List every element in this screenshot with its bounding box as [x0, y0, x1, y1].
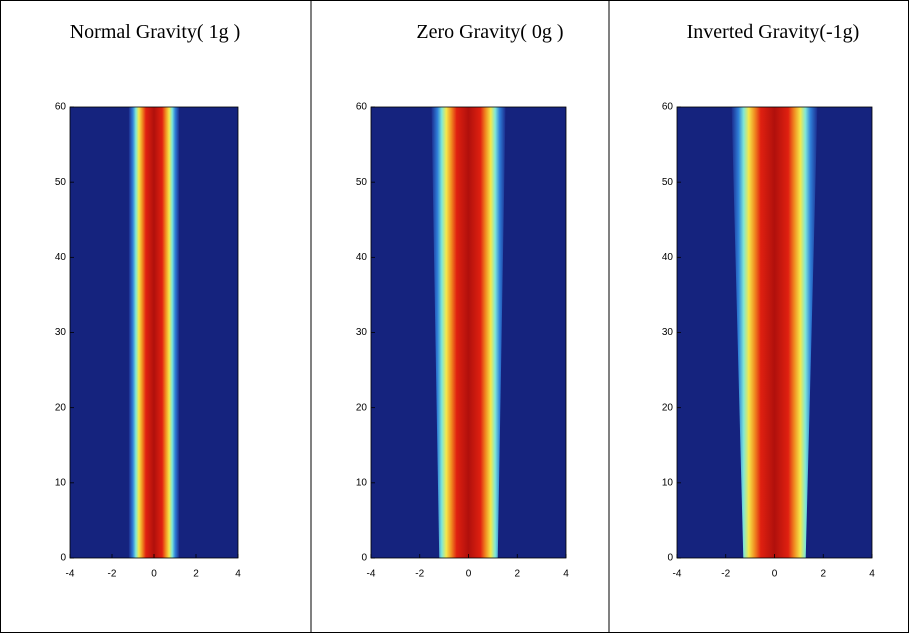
y-tick-label: 0	[667, 553, 673, 564]
jet-plume	[128, 107, 180, 558]
jet-plume	[431, 107, 506, 558]
x-tick-label: 4	[869, 569, 875, 580]
x-tick-label: 2	[193, 569, 199, 580]
y-tick-label: 20	[55, 402, 67, 413]
x-tick-label: -4	[367, 569, 376, 580]
y-tick-label: 10	[55, 477, 67, 488]
y-tick-label: 20	[662, 402, 674, 413]
x-tick-label: 4	[563, 569, 569, 580]
y-tick-label: 10	[662, 477, 674, 488]
jet-plume	[731, 107, 818, 558]
panel-title: Inverted Gravity(-1g)	[687, 21, 860, 43]
panel-title: Zero Gravity( 0g )	[416, 21, 563, 43]
y-tick-label: 10	[356, 477, 368, 488]
y-tick-label: 60	[662, 102, 674, 113]
x-tick-label: 0	[772, 569, 778, 580]
y-tick-label: 40	[55, 252, 67, 263]
x-tick-label: 2	[514, 569, 520, 580]
x-tick-label: -4	[673, 569, 682, 580]
y-tick-label: 50	[356, 177, 368, 188]
x-tick-label: -2	[721, 569, 730, 580]
x-tick-label: 0	[466, 569, 472, 580]
x-tick-label: -2	[108, 569, 117, 580]
x-tick-label: -2	[415, 569, 424, 580]
panel-title: Normal Gravity( 1g )	[70, 21, 241, 43]
y-tick-label: 20	[356, 402, 368, 413]
x-tick-label: 2	[820, 569, 826, 580]
y-tick-label: 60	[55, 102, 67, 113]
y-tick-label: 30	[356, 327, 368, 338]
y-tick-label: 60	[356, 102, 368, 113]
x-tick-label: 4	[235, 569, 241, 580]
y-tick-label: 40	[356, 252, 368, 263]
y-tick-label: 50	[55, 177, 67, 188]
x-tick-label: 0	[151, 569, 157, 580]
y-tick-label: 50	[662, 177, 674, 188]
y-tick-label: 30	[55, 327, 67, 338]
y-tick-label: 0	[60, 553, 66, 564]
y-tick-label: 30	[662, 327, 674, 338]
x-tick-label: -4	[66, 569, 75, 580]
y-tick-label: 0	[361, 553, 367, 564]
y-tick-label: 40	[662, 252, 674, 263]
